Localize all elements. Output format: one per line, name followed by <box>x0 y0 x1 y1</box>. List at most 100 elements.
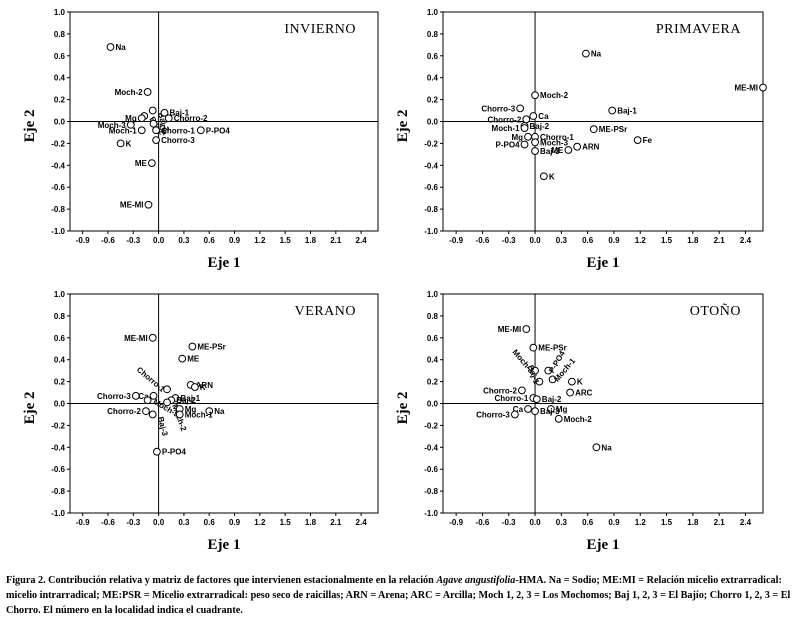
point-label: Baj-2 <box>542 395 562 404</box>
data-point <box>163 385 171 394</box>
y-tick-label: -0.8 <box>424 205 438 214</box>
point-label: Mg <box>185 405 197 414</box>
y-tick-label: 0.0 <box>427 118 439 127</box>
point-label: Moch-1 <box>185 410 214 419</box>
data-point <box>529 112 538 120</box>
y-tick-label: 0.6 <box>427 52 439 61</box>
point-label: Baj-2 <box>530 122 550 131</box>
x-tick-label: 0.6 <box>582 236 594 245</box>
chart-title: PRIMAVERA <box>656 22 742 37</box>
data-point <box>531 147 539 155</box>
x-tick-label: 2.4 <box>740 518 752 527</box>
point-label: Na <box>591 50 602 59</box>
data-point <box>532 395 541 404</box>
point-label: K <box>549 172 555 181</box>
x-axis-title: Eje 1 <box>587 537 620 553</box>
data-point <box>520 140 529 149</box>
data-point <box>144 200 153 209</box>
x-tick-label: 1.5 <box>661 518 673 527</box>
data-point <box>149 119 158 128</box>
point-label: Chorro-3 <box>97 392 131 401</box>
y-tick-label: -0.6 <box>424 183 438 192</box>
y-tick-label: -0.4 <box>424 443 438 452</box>
point-label: Baj-3 <box>156 416 170 438</box>
data-point <box>566 388 575 397</box>
data-point <box>522 325 531 333</box>
data-point <box>567 377 576 386</box>
data-point <box>160 108 169 117</box>
data-point <box>516 104 525 113</box>
point-label: P-PO4 <box>496 140 521 149</box>
data-point <box>554 414 563 423</box>
data-point <box>589 125 598 134</box>
point-label: K <box>126 139 132 148</box>
point-label: Moch-1 <box>109 126 138 135</box>
y-tick-label: -0.4 <box>51 443 65 452</box>
point-label: P-PO4 <box>206 126 231 135</box>
chart-title: OTOÑO <box>690 303 741 319</box>
x-tick-label: 0.9 <box>229 518 241 527</box>
x-axis-title: Eje 1 <box>587 255 620 271</box>
data-point <box>131 391 140 400</box>
point-label: Ca <box>538 112 549 121</box>
data-point <box>137 114 146 123</box>
x-axis-title: Eje 1 <box>208 255 241 271</box>
data-point <box>188 342 197 351</box>
y-tick-label: 0.8 <box>427 312 439 321</box>
point-label: ARN <box>196 381 214 390</box>
y-tick-label: -1.0 <box>51 509 65 518</box>
chart-panel-3: -0.9 -0.6 -0.3 0.0 0.3 0.6 0.9 1.2 1.5 1.8 2.1 2.4 -… <box>395 290 764 553</box>
data-point <box>544 366 553 375</box>
x-tick-label: 0.3 <box>556 518 568 527</box>
y-tick-label: -0.4 <box>51 161 65 170</box>
caption-suffix: -HMA. Na = Sodio; ME:MI = Relación micel… <box>6 575 791 616</box>
point-label: Moch-1 <box>492 124 521 133</box>
chart-title: VERANO <box>295 304 356 319</box>
y-tick-label: 0.4 <box>427 356 439 365</box>
y-tick-label: 1.0 <box>54 8 66 17</box>
y-tick-label: 0.0 <box>54 118 66 127</box>
point-label: ARC <box>575 389 593 398</box>
x-tick-label: 1.5 <box>280 518 292 527</box>
x-tick-label: 2.1 <box>714 518 726 527</box>
data-point <box>152 136 160 145</box>
point-label: Moch-3 <box>540 138 569 147</box>
x-tick-label: 0.9 <box>608 236 620 245</box>
y-tick-label: -0.2 <box>51 139 65 148</box>
x-tick-label: -0.3 <box>502 518 516 527</box>
point-label: K <box>577 378 583 387</box>
y-tick-label: 0.6 <box>427 334 439 343</box>
y-tick-label: 0.2 <box>427 96 439 105</box>
data-point <box>164 114 173 123</box>
data-point <box>510 410 519 419</box>
y-tick-label: 0.6 <box>54 52 66 61</box>
data-point <box>548 375 557 384</box>
chart-panel-0: -0.9 -0.6 -0.3 0.0 0.3 0.6 0.9 1.2 1.5 1.8 2.1 2.4 -… <box>22 8 379 271</box>
x-tick-label: 1.2 <box>254 236 266 245</box>
x-tick-label: -0.6 <box>476 236 490 245</box>
data-point <box>106 43 115 51</box>
x-tick-label: -0.9 <box>76 518 90 527</box>
y-tick-label: 0.8 <box>54 30 66 39</box>
point-label: Chorro-1 <box>135 365 167 394</box>
x-tick-label: 0.0 <box>153 518 165 527</box>
point-label: ME-MI <box>120 201 144 210</box>
point-label: Fe <box>643 136 653 145</box>
y-tick-label: 0.4 <box>54 356 66 365</box>
y-tick-label: -0.6 <box>51 183 65 192</box>
y-axis-title: Eje 2 <box>22 391 38 424</box>
data-point <box>531 138 539 147</box>
point-label: Mg <box>511 133 523 142</box>
y-tick-label: -0.4 <box>424 161 438 170</box>
x-tick-label: -0.3 <box>126 518 140 527</box>
data-point <box>529 343 538 352</box>
y-tick-label: -0.8 <box>424 487 438 496</box>
x-tick-label: -0.9 <box>449 518 463 527</box>
data-point <box>190 383 199 391</box>
data-point <box>142 407 150 416</box>
point-label: Chorro-3 <box>161 136 195 145</box>
point-label: Chorro-3 <box>481 104 515 113</box>
data-point <box>608 106 617 115</box>
y-tick-label: -0.6 <box>424 465 438 474</box>
x-tick-label: 0.9 <box>608 518 620 527</box>
